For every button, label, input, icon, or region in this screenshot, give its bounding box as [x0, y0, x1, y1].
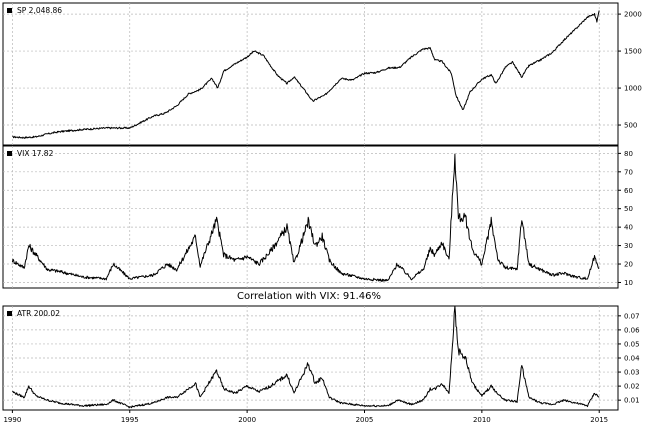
x-axis: 1990 1995 2000 2005 2010 2015 — [3, 410, 608, 424]
atr-y-tick-label: 0.07 — [624, 312, 640, 320]
vix-y-tick-label: 30 — [624, 242, 633, 250]
x-tick-label: 1995 — [121, 416, 139, 424]
vix-legend-swatch — [7, 151, 12, 156]
vix-y-tick-label: 10 — [624, 279, 633, 287]
vix-y-tick-label: 60 — [624, 187, 633, 195]
atr-y-tick-label: 0.06 — [624, 326, 640, 334]
sp-series-line — [12, 10, 600, 139]
sp-y-tick-label: 2000 — [624, 11, 642, 19]
vix-y-tick-label: 40 — [624, 224, 633, 232]
atr-y-tick-label: 0.05 — [624, 340, 640, 348]
sp-legend-label: SP 2,048.86 — [17, 6, 62, 15]
vix-panel: 10 20 30 40 50 60 70 80 VIX 17.82 — [2, 145, 633, 289]
vix-legend-label: VIX 17.82 — [17, 149, 54, 158]
atr-y-tick-label: 0.01 — [624, 397, 640, 405]
atr-panel: 0.01 0.02 0.03 0.04 0.05 0.06 0.07 ATR 200.02 — [2, 305, 640, 411]
sp-y-tick-label: 1500 — [624, 48, 642, 56]
correlation-title: Correlation with VIX: 91.46% — [236, 291, 382, 302]
vix-y-tick-label: 70 — [624, 168, 633, 176]
atr-series-line — [12, 305, 600, 409]
atr-y-tick-label: 0.04 — [624, 355, 640, 363]
x-tick-label: 2010 — [473, 416, 491, 424]
x-tick-label: 2015 — [590, 416, 608, 424]
vix-series-line — [11, 153, 600, 282]
sp-y-tick-label: 1000 — [624, 85, 642, 93]
x-tick-label: 2005 — [356, 416, 374, 424]
vix-y-tick-label: 20 — [624, 261, 633, 269]
vix-panel-border — [2, 145, 619, 289]
x-tick-label: 2000 — [238, 416, 256, 424]
atr-legend-swatch — [7, 311, 12, 316]
atr-y-tick-label: 0.02 — [624, 383, 640, 391]
vix-y-tick-label: 50 — [624, 205, 633, 213]
x-tick-label: 1990 — [3, 416, 21, 424]
sp-panel-border — [2, 2, 619, 146]
atr-y-tick-label: 0.03 — [624, 369, 640, 377]
sp-y-tick-label: 500 — [624, 122, 637, 130]
vix-y-tick-label: 80 — [624, 150, 633, 158]
sp-panel: 500 1000 1500 2000 SP 2,048.86 — [2, 2, 642, 146]
sp-legend-swatch — [7, 8, 12, 13]
atr-legend-label: ATR 200.02 — [17, 309, 60, 318]
